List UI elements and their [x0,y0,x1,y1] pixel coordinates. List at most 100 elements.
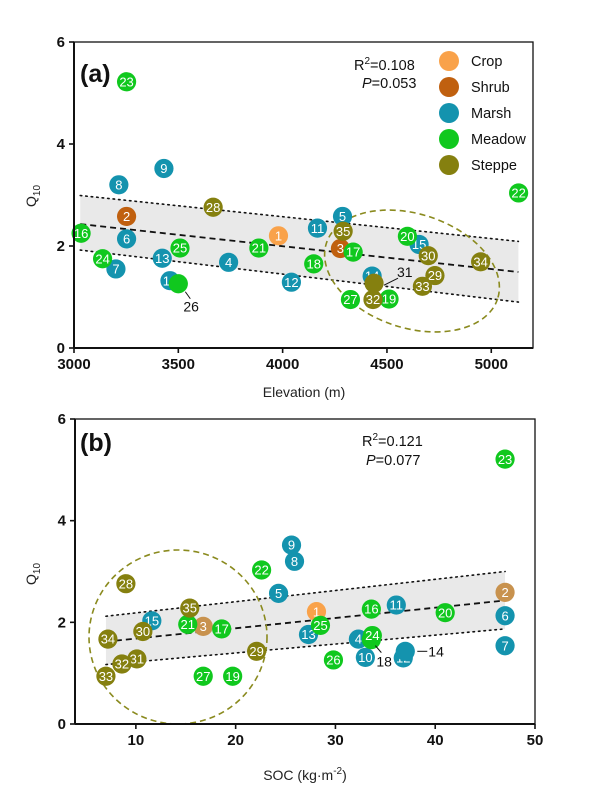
panel-a-point-23: 23 [116,72,137,92]
point-label: 7 [112,262,119,277]
panel-b-point-2: 2 [495,582,515,602]
point-label: 12 [284,275,298,290]
point-label: 22 [511,186,525,201]
point-label: 17 [214,622,228,637]
point-marker [249,238,269,258]
point-label: 4 [355,632,362,647]
point-label: 34 [101,632,115,647]
panel-b-plot: 1234567891011121314151617181920212223242… [58,411,544,749]
panel-a-x-tick-label: 5000 [475,356,508,373]
point-label: 33 [99,669,113,684]
point-marker [281,535,302,555]
point-label: 31 [397,264,413,280]
leader-line [383,277,399,286]
point-label: 23 [498,452,512,467]
point-marker [340,289,361,310]
point-marker [363,289,383,310]
point-marker [116,574,136,594]
panel-b-point-25: 25 [310,615,331,635]
panel-a-label: (a) [80,60,111,88]
panel-a-point-17: 17 [343,242,363,262]
point-label: 24 [95,251,109,266]
point-label: 8 [291,554,298,569]
point-label: 17 [346,245,360,260]
point-marker [332,206,353,227]
point-marker [364,273,384,293]
panel-a-point-1: 1 [268,226,289,246]
leader-line [374,645,382,653]
panel-a-point-35: 35 [333,221,353,241]
point-label: 26 [326,653,340,668]
panel-b-ci-upper [105,570,506,618]
panel-a-ylabel: Q10 [23,185,43,207]
point-marker [96,666,116,686]
panel-a-highlight-ellipse [323,209,501,333]
panel-a-point-25: 25 [170,238,190,258]
point-label: 4 [225,255,232,270]
point-label: 28 [206,200,220,215]
point-marker [116,206,137,227]
point-marker [251,560,272,580]
panel-b-point-16: 16 [361,599,381,619]
point-marker [106,259,126,279]
point-marker [247,641,267,661]
panel-b-r2: R2=0.121 [362,432,423,450]
point-label: 13 [155,251,169,266]
panel-b-xlabel: SOC (kg·m-2) [263,766,347,783]
point-marker [116,229,137,249]
legend-label-marsh: Marsh [471,106,511,122]
panel-b-x-tick-label: 30 [327,732,344,749]
point-marker [281,272,301,292]
point-label: 16 [74,226,88,241]
point-label: 35 [336,224,350,239]
panel-b-x-tick-label: 50 [527,732,544,749]
panel-a-point-5: 5 [332,206,353,227]
point-label: 30 [136,624,150,639]
panel-a-point-12: 12 [281,272,301,292]
panel-a-point-30: 30 [418,246,438,266]
point-marker [418,246,438,266]
leader-line [184,291,191,300]
point-marker [361,599,381,619]
panel-b-highlight-ellipse [88,549,268,725]
panel-b-y-tick-label: 6 [58,411,66,428]
point-label: 14 [428,643,444,659]
point-marker [304,254,324,274]
point-marker [112,654,132,674]
panel-a-fit-line [80,223,519,273]
panel-b-point-5: 5 [268,583,289,603]
panel-a-plot: 1234567891011121314151617181920212223242… [57,34,534,373]
panel-a-point-26: 26 [168,274,199,315]
panel-b-point-21: 21 [178,614,198,634]
point-marker [495,606,515,626]
point-marker [471,252,491,272]
point-label: 32 [366,292,380,307]
point-label: 22 [254,563,268,578]
panel-a-frame [73,41,534,349]
point-label: 2 [501,585,508,600]
point-marker [355,647,375,668]
panel-a-y-tick-label: 6 [57,34,65,51]
point-marker [223,666,243,686]
point-label: 5 [275,586,282,601]
point-marker [310,615,331,635]
panel-a-point-11: 11 [307,218,328,238]
point-label: 6 [123,231,130,246]
panel-b-point-19: 19 [223,666,243,686]
panel-b-point-26: 26 [323,650,344,670]
point-marker [178,614,198,634]
panel-b-point-3: 3 [193,616,213,637]
panel-b-point-8: 8 [284,551,305,571]
legend-item-meadow: Meadow [439,129,526,149]
panel-b-point-27: 27 [193,666,213,686]
panel-a-point-19: 19 [379,289,399,309]
point-label: 25 [173,241,187,256]
panel-a-point-31: 31 [364,264,413,293]
legend: Crop Shrub Marsh Meadow Steppe [439,51,526,175]
point-marker [170,238,190,258]
panel-b-point-24: 24 [362,625,382,646]
point-marker [495,582,515,602]
panel-b-point-6: 6 [495,606,515,626]
point-marker [307,218,328,238]
point-label: 16 [364,602,378,617]
